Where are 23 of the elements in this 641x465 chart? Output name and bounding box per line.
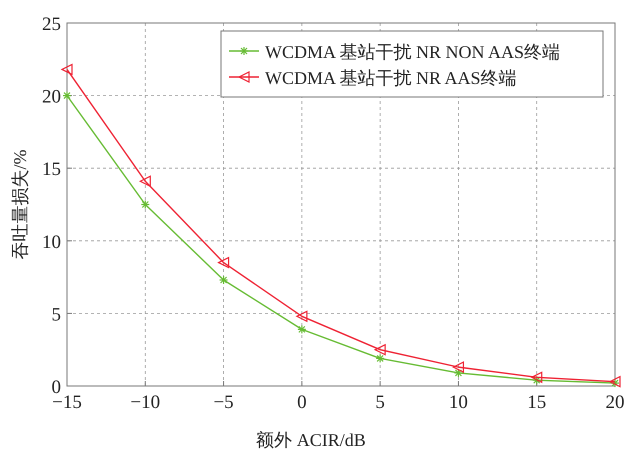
y-tick-label: 10 bbox=[42, 232, 61, 253]
x-tick-label: −10 bbox=[130, 392, 160, 413]
point bbox=[296, 310, 308, 322]
x-tick-label: 5 bbox=[375, 392, 385, 413]
x-axis-title: 额外 ACIR/dB bbox=[256, 430, 366, 450]
point bbox=[140, 176, 151, 187]
point bbox=[452, 362, 464, 373]
legend-label: WCDMA 基站干扰 NR NON AAS终端 bbox=[265, 42, 560, 62]
y-tick-label: 25 bbox=[42, 14, 61, 35]
legend-label: WCDMA 基站干扰 NR AAS终端 bbox=[265, 68, 517, 88]
point bbox=[374, 344, 386, 356]
x-tick-label: 0 bbox=[297, 392, 307, 413]
y-axis-title: 吞吐量损失/% bbox=[10, 150, 30, 260]
x-tick-label: −5 bbox=[213, 392, 234, 413]
x-tick-label: 10 bbox=[448, 392, 468, 413]
y-tick-label: 5 bbox=[52, 304, 61, 326]
point bbox=[218, 256, 230, 268]
point bbox=[531, 372, 542, 383]
y-tick-label: 20 bbox=[42, 86, 61, 108]
x-tick-label: 15 bbox=[527, 392, 546, 413]
x-tick-label: 20 bbox=[606, 392, 624, 413]
point bbox=[61, 64, 73, 76]
y-tick-label: 15 bbox=[42, 159, 61, 180]
